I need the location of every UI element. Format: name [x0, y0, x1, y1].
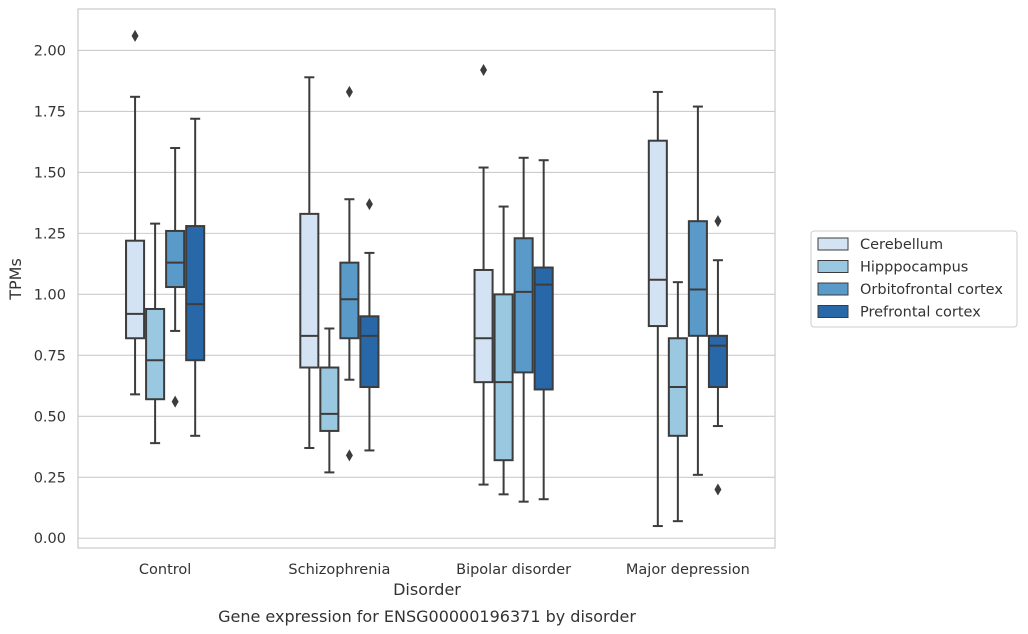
- y-tick-label: 1.50: [34, 165, 66, 181]
- y-tick-label: 0.25: [34, 470, 66, 486]
- box-group: [493, 205, 514, 496]
- box-group: [299, 76, 320, 450]
- box-group: [667, 281, 688, 523]
- box-iqr: [125, 239, 146, 340]
- legend-swatch: [817, 305, 849, 318]
- box-iqr: [319, 366, 340, 432]
- y-tick-label: 0.00: [34, 531, 66, 547]
- y-tick-label: 1.00: [34, 287, 66, 303]
- y-tick-label: 1.25: [34, 226, 66, 242]
- outlier-point: [345, 85, 353, 98]
- y-tick-label: 0.75: [34, 348, 66, 364]
- box-iqr: [707, 334, 728, 389]
- x-tick-label: Control: [139, 562, 191, 578]
- box-iqr: [533, 266, 554, 391]
- x-tick-labels: Control Schizophrenia Bipolar disorder Majo…: [139, 562, 750, 578]
- box-group: [513, 156, 534, 503]
- y-tick-labels: 0.00 0.25 0.50 0.75 1.00 1.25 1.50 1.75 2.00: [34, 43, 66, 547]
- box-group: [185, 117, 206, 437]
- outlier-point: [480, 63, 488, 76]
- legend-swatch: [817, 237, 849, 251]
- legend: Cerebellum Hipppocampus Orbitofrontal cort…: [810, 230, 1018, 328]
- gridlines: [78, 49, 775, 539]
- x-axis-title: Disorder: [393, 580, 461, 599]
- box-group: [359, 198, 380, 452]
- box-iqr: [299, 212, 320, 369]
- box-group: [165, 147, 186, 408]
- legend-label: Prefrontal cortex: [860, 305, 981, 321]
- box-iqr: [359, 315, 380, 389]
- outlier-point: [171, 395, 179, 408]
- outlier-point: [714, 215, 722, 228]
- x-tick-label: Bipolar disorder: [456, 562, 571, 578]
- box-group: [473, 63, 494, 486]
- box-iqr: [687, 220, 708, 337]
- outlier-point: [345, 449, 353, 462]
- y-tick-label: 1.75: [34, 104, 66, 120]
- box-iqr: [145, 307, 166, 401]
- legend-frame: [810, 230, 1018, 328]
- box-group: [707, 215, 728, 496]
- box-group: [687, 105, 708, 476]
- outlier-point: [714, 483, 722, 496]
- box-group: [125, 29, 146, 396]
- box-group: [319, 327, 340, 474]
- box-iqr: [339, 261, 360, 340]
- legend-swatch: [817, 260, 849, 273]
- box-iqr: [493, 293, 514, 462]
- outlier-point: [131, 29, 139, 42]
- legend-label: Hipppocampus: [860, 260, 968, 276]
- box-group: [339, 85, 360, 462]
- figure-caption: Gene expression for ENSG00000196371 by d…: [218, 607, 636, 626]
- boxes-layer: [125, 29, 728, 528]
- box-iqr: [165, 229, 186, 289]
- box-iqr: [513, 237, 534, 374]
- x-tick-label: Major depression: [626, 562, 750, 578]
- box-iqr: [647, 139, 668, 328]
- y-axis-title: TPMs: [6, 258, 25, 301]
- box-group: [533, 159, 554, 501]
- outlier-point: [365, 198, 373, 211]
- y-tick-label: 0.50: [34, 409, 66, 425]
- legend-label: Orbitofrontal cortex: [860, 282, 1003, 298]
- legend-swatch: [817, 282, 849, 296]
- x-tick-label: Schizophrenia: [288, 562, 390, 578]
- legend-label: Cerebellum: [860, 237, 943, 253]
- y-tick-label: 2.00: [34, 43, 66, 59]
- plot-frame: [77, 8, 776, 549]
- box-group: [145, 222, 166, 445]
- box-iqr: [185, 225, 206, 362]
- box-group: [647, 90, 668, 528]
- box-iqr: [473, 268, 494, 384]
